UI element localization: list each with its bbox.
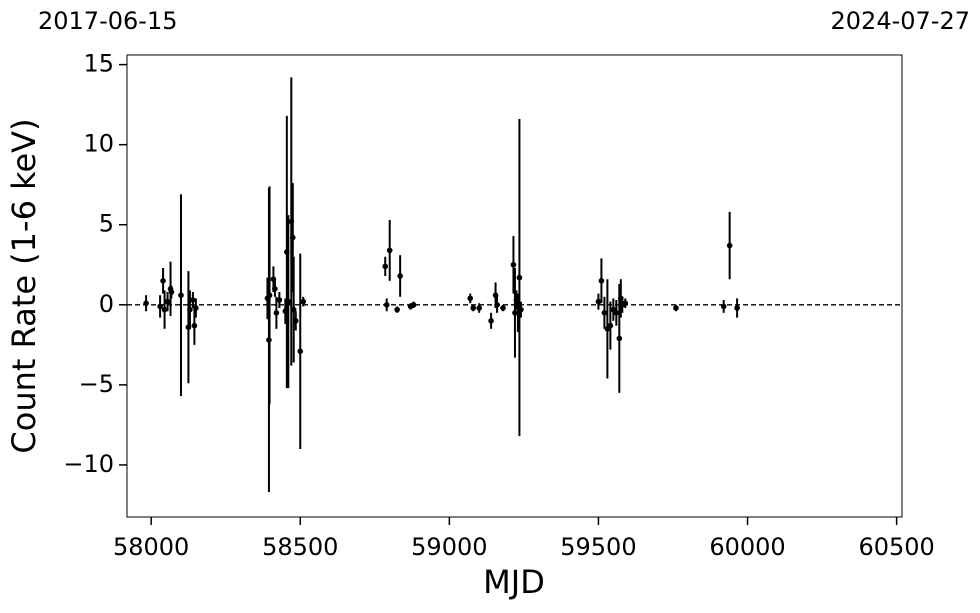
data-point [598,277,605,284]
y-tick-label: 10 [83,130,114,158]
data-point [383,302,390,308]
y-tick-label: −5 [79,370,114,398]
data-point [292,318,299,324]
data-point [273,310,280,316]
y-tick-label: −10 [63,450,114,478]
data-point [157,303,163,310]
data-point [300,298,307,305]
data-point [382,263,389,270]
top-left-date: 2017-06-15 [38,7,177,35]
data-point [397,273,403,279]
data-point [386,247,393,254]
data-point [476,305,482,311]
data-point [190,297,196,303]
data-point [467,295,474,302]
data-point [285,298,292,305]
x-tick-label: 58000 [113,533,189,561]
data-point [601,310,608,316]
x-axis-label: MJD [483,563,545,601]
data-point [187,306,193,313]
data-point [297,348,304,355]
data-point [516,274,523,281]
data-point [276,297,283,303]
y-axis-label: Count Rate (1-6 keV) [5,118,43,453]
data-point [720,303,727,310]
x-tick-label: 59500 [560,533,636,561]
plot-frame [126,54,903,518]
data-point [394,306,400,313]
data-point [470,305,477,311]
data-point [160,277,166,284]
x-tick-label: 60000 [709,533,785,561]
y-tick-label: 15 [83,50,114,78]
data-point [410,302,417,308]
data-point [178,292,184,299]
data-point [161,306,168,313]
data-point [500,305,506,311]
y-tick-label: 0 [99,290,114,318]
data-point [290,306,297,313]
data-point [164,298,171,305]
data-point [289,234,296,241]
data-point [616,335,623,342]
data-point [143,300,149,307]
data-point [272,286,278,292]
data-point [193,305,199,311]
data-point [622,300,629,307]
data-point [266,292,273,299]
data-point [607,322,614,329]
data-point [595,298,602,305]
data-point [673,305,679,311]
data-point [734,305,740,311]
data-point [510,261,517,268]
data-point [488,318,494,324]
data-point [168,289,175,295]
data-point [494,302,500,308]
data-point [613,310,620,316]
x-tick-label: 58500 [262,533,338,561]
data-point [726,242,733,249]
x-tick-label: 60500 [858,533,934,561]
data-point [270,276,277,282]
data-point [492,292,499,299]
y-tick-label: 5 [99,210,114,238]
top-right-date: 2024-07-27 [831,7,970,35]
data-point [518,306,524,313]
x-tick-label: 59000 [411,533,487,561]
data-point [191,322,198,329]
